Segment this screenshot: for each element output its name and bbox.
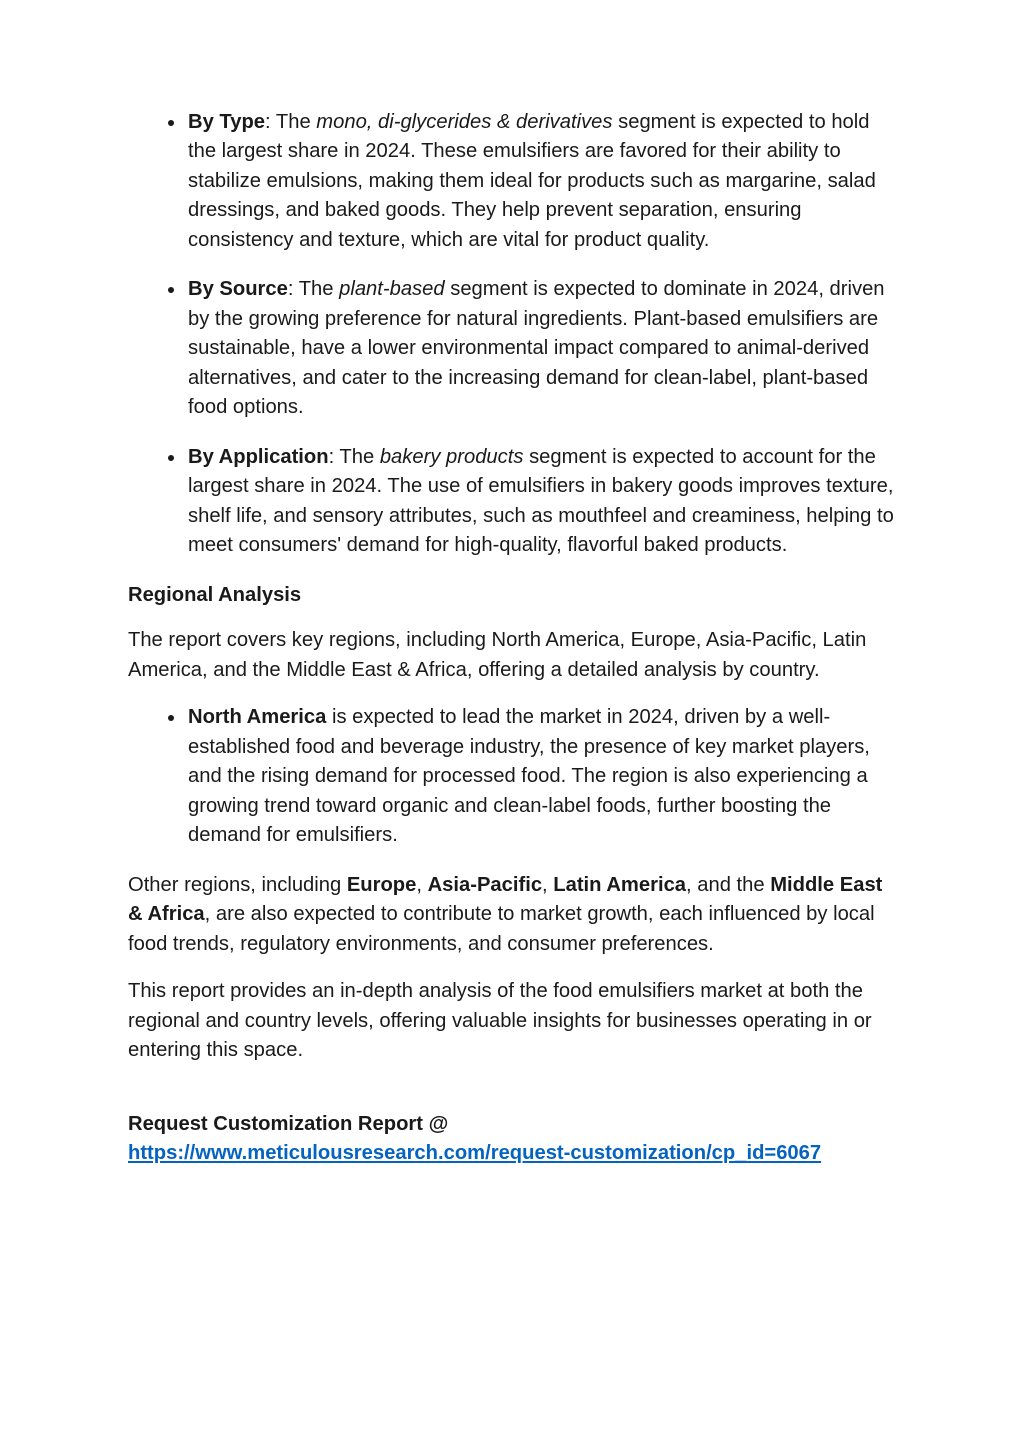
segments-list: By Type: The mono, di-glycerides & deriv… (128, 108, 896, 561)
segment-item-source: By Source: The plant-based segment is ex… (186, 275, 896, 422)
segment-pre: : The (329, 446, 380, 468)
cta-label: Request Customization Report @ (128, 1110, 896, 1139)
sep: , (542, 874, 553, 896)
segment-label: By Type (188, 111, 265, 133)
segment-label: By Source (188, 278, 288, 300)
regional-analysis-heading: Regional Analysis (128, 581, 896, 610)
region-latin-america: Latin America (553, 874, 686, 896)
region-label: North America (188, 706, 326, 728)
segment-emph: bakery products (380, 446, 524, 468)
other-regions-paragraph: Other regions, including Europe, Asia-Pa… (128, 871, 896, 959)
other-regions-lead: Other regions, including (128, 874, 347, 896)
segment-emph: mono, di-glycerides & derivatives (316, 111, 612, 133)
region-europe: Europe (347, 874, 417, 896)
cta-link[interactable]: https://www.meticulousresearch.com/reque… (128, 1142, 821, 1164)
regions-list: North America is expected to lead the ma… (128, 703, 896, 850)
cta-block: Request Customization Report @ https://w… (128, 1110, 896, 1169)
segment-emph: plant-based (339, 278, 445, 300)
regional-intro-paragraph: The report covers key regions, including… (128, 626, 896, 685)
sep: , and the (686, 874, 770, 896)
closing-paragraph: This report provides an in-depth analysi… (128, 977, 896, 1065)
segment-pre: : The (288, 278, 339, 300)
document-page: By Type: The mono, di-glycerides & deriv… (0, 0, 1024, 1449)
region-item-north-america: North America is expected to lead the ma… (186, 703, 896, 850)
segment-item-application: By Application: The bakery products segm… (186, 443, 896, 561)
region-asia-pacific: Asia-Pacific (428, 874, 542, 896)
segment-item-type: By Type: The mono, di-glycerides & deriv… (186, 108, 896, 255)
segment-pre: : The (265, 111, 316, 133)
segment-label: By Application (188, 446, 329, 468)
other-regions-tail: , are also expected to contribute to mar… (128, 903, 875, 954)
sep: , (416, 874, 427, 896)
